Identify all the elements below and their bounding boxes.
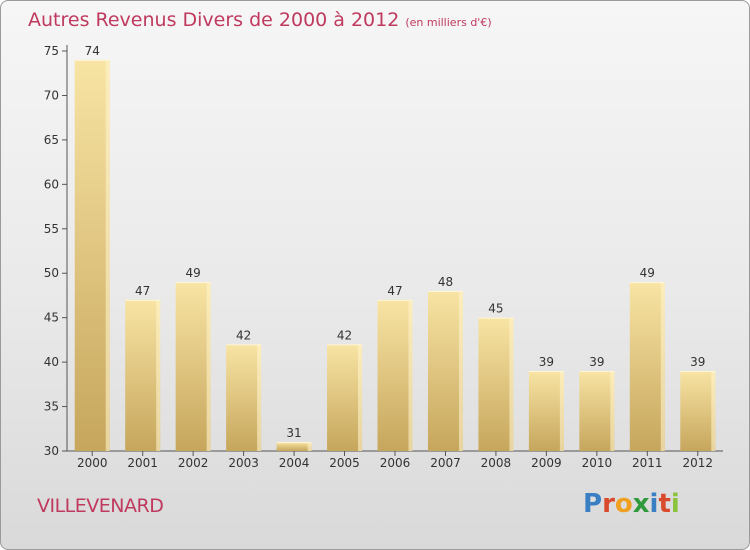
bar xyxy=(226,344,262,451)
proxiti-logo: Proxiti xyxy=(583,489,680,519)
bar-highlight xyxy=(509,317,514,451)
x-tick-label: 2007 xyxy=(430,456,461,470)
bar-highlight xyxy=(711,371,716,451)
x-tick-label: 2012 xyxy=(682,456,713,470)
logo-letter: o xyxy=(614,489,633,519)
data-label: 47 xyxy=(387,284,402,298)
data-label: 47 xyxy=(135,284,150,298)
y-tick-label: 40 xyxy=(44,355,59,369)
chart-subtitle: (en milliers d'€) xyxy=(405,16,492,29)
x-tick-label: 2001 xyxy=(127,456,158,470)
bar-highlight xyxy=(610,371,615,451)
bar xyxy=(528,371,564,451)
data-label: 39 xyxy=(539,355,554,369)
bar xyxy=(680,371,716,451)
data-label: 74 xyxy=(85,44,100,58)
bar xyxy=(427,291,463,451)
data-label: 49 xyxy=(640,266,655,280)
x-axis: 2000 2001 2002 2003 2004 2005 2006 2007 2008 2009… xyxy=(67,450,723,470)
bar-highlight xyxy=(458,291,463,451)
data-label: 45 xyxy=(488,302,503,316)
x-tick-label: 2004 xyxy=(279,456,310,470)
data-label: 42 xyxy=(337,328,352,342)
x-tick-label: 2003 xyxy=(228,456,259,470)
data-label: 48 xyxy=(438,275,453,289)
x-tick-label: 2002 xyxy=(178,456,209,470)
bar-highlight xyxy=(156,299,161,451)
bar xyxy=(175,282,211,451)
x-tick-label: 2005 xyxy=(329,456,360,470)
bar-highlight xyxy=(257,344,262,451)
bar-highlight xyxy=(408,299,413,451)
bar xyxy=(579,371,615,451)
town-name: VILLEVENARD xyxy=(37,495,164,517)
chart-title-text: Autres Revenus Divers de 2000 à 2012 xyxy=(28,9,400,31)
bar xyxy=(327,344,363,451)
bar xyxy=(377,299,413,451)
logo-letter: t xyxy=(658,489,671,519)
y-tick-label: 35 xyxy=(44,400,59,414)
logo-letter: x xyxy=(632,489,650,519)
x-tick-label: 2000 xyxy=(77,456,108,470)
bar-highlight xyxy=(206,282,211,451)
y-tick-label: 65 xyxy=(44,133,59,147)
bar-highlight xyxy=(358,344,363,451)
bar-highlight xyxy=(105,59,110,452)
y-tick-label: 50 xyxy=(44,266,59,280)
data-label: 31 xyxy=(286,426,301,440)
x-tick-label: 2006 xyxy=(380,456,411,470)
y-tick-label: 60 xyxy=(44,177,59,191)
data-labels: 74 47 49 42 31 42 47 48 45 39 39 49 39 xyxy=(85,44,706,440)
bar-highlight xyxy=(660,282,665,451)
bar xyxy=(125,299,161,451)
bar xyxy=(478,317,514,451)
data-label: 49 xyxy=(186,266,201,280)
bar xyxy=(629,282,665,451)
x-tick-label: 2009 xyxy=(531,456,562,470)
bar-highlight xyxy=(559,371,564,451)
logo-letter: i xyxy=(649,489,659,519)
data-label: 42 xyxy=(236,328,251,342)
x-tick-label: 2011 xyxy=(632,456,663,470)
bars xyxy=(74,59,716,452)
logo-letter: r xyxy=(602,489,615,519)
data-label: 39 xyxy=(690,355,705,369)
y-tick-label: 30 xyxy=(44,444,59,458)
bar xyxy=(74,59,110,452)
logo-letter: P xyxy=(583,489,603,519)
data-label: 39 xyxy=(589,355,604,369)
y-tick-label: 75 xyxy=(44,44,59,58)
chart-title: Autres Revenus Divers de 2000 à 2012 (en … xyxy=(28,9,492,31)
y-tick-label: 45 xyxy=(44,311,59,325)
y-tick-label: 70 xyxy=(44,88,59,102)
bar-highlight xyxy=(307,442,312,451)
x-tick-label: 2008 xyxy=(481,456,512,470)
x-tick-label: 2010 xyxy=(582,456,613,470)
logo-letter: i xyxy=(670,489,680,519)
y-tick-label: 55 xyxy=(44,222,59,236)
bar xyxy=(276,442,312,451)
y-axis: 30 35 40 45 50 55 60 65 70 75 xyxy=(44,44,68,458)
